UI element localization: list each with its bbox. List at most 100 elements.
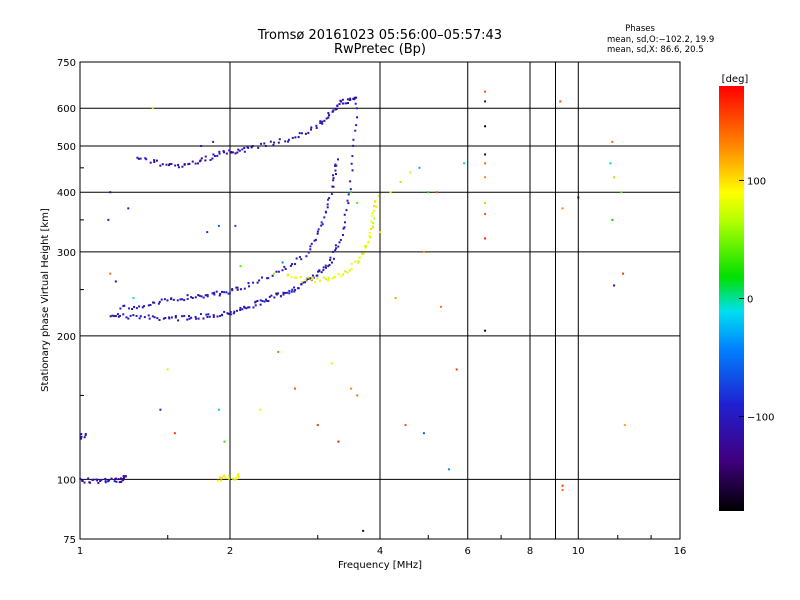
echo-point [113,480,116,483]
echo-point [273,141,276,144]
echo-point [340,275,343,278]
echo-point [124,475,127,478]
echo-point [155,159,158,162]
echo-point [345,102,348,105]
echo-point [289,264,292,267]
echo-point [345,209,348,212]
echo-point [87,477,90,480]
echo-point [209,159,212,162]
echo-point [135,307,138,310]
echo-point [320,271,323,274]
x-tick-label: 1 [77,546,83,557]
echo-point [297,287,300,290]
echo-point [114,280,117,283]
echo-point [206,293,209,296]
echo-point [275,292,278,295]
echo-point [375,205,378,208]
echo-point [561,489,564,492]
echo-point [484,100,487,103]
echo-point [620,191,623,194]
echo-point [334,173,337,176]
echo-point [309,128,312,131]
echo-point [191,296,194,299]
echo-point [315,124,318,127]
echo-point [254,304,257,307]
echo-point [313,239,316,242]
echo-point [80,435,83,438]
echo-point [204,294,207,297]
echo-point [248,306,251,309]
echo-point [228,291,231,294]
echo-point [427,191,430,194]
echo-point [145,158,148,161]
echo-point [463,162,466,165]
echo-point [334,169,337,172]
echo-point [159,408,162,411]
echo-point [288,292,291,295]
echo-point [237,475,240,478]
echo-point [151,107,154,110]
echo-point [332,174,335,177]
echo-point [350,387,353,390]
echo-point [181,298,184,301]
plot-area: 1 2 4 6 8 10 16 75 100 200 300 400 500 600 750 [57,58,686,557]
echo-point [129,314,132,317]
echo-point [136,156,139,159]
echo-point [213,291,216,294]
echo-point [322,269,325,272]
echo-point [223,310,226,313]
grid [80,62,680,539]
echo-point [132,314,135,317]
echo-point [484,329,487,332]
echo-point [266,300,269,303]
echo-point [335,107,338,110]
echo-point [143,305,146,308]
echo-point [159,164,162,167]
echo-point [227,292,230,295]
echo-point [373,204,376,207]
echo-point [235,286,238,289]
echo-point [356,116,359,119]
echo-point [104,477,107,480]
echo-point [177,319,180,322]
echo-point [217,408,220,411]
echo-point [350,162,353,165]
echo-point [139,157,142,160]
echo-point [186,294,189,297]
echo-point [264,144,267,147]
echo-point [187,163,190,166]
echo-point [230,313,233,316]
echo-point [168,317,171,320]
axis-ticks: 1 2 4 6 8 10 16 75 100 200 300 400 500 600 750 [57,58,686,557]
chart-subtitle: RwPretec (Bp) [334,42,426,57]
echo-point [170,316,173,319]
echo-point [200,157,203,160]
echo-point [321,223,324,226]
echo-point [362,252,365,255]
echo-point [243,287,246,290]
echo-point [309,248,312,251]
echo-point [141,306,144,309]
echo-point [613,284,616,287]
y-tick-label: 750 [57,58,76,69]
echo-point [162,317,165,320]
echo-point [331,185,334,188]
echo-point [227,312,230,315]
echo-point [330,193,333,196]
echo-point [188,162,191,165]
echo-point [307,131,310,134]
echo-point [147,304,150,307]
echo-point [95,478,98,481]
echo-point [278,138,281,141]
echo-point [212,315,215,318]
echo-point [199,313,202,316]
echo-point [236,474,239,477]
echo-point [561,484,564,487]
echo-point [168,163,171,166]
echo-point [374,200,377,203]
echo-point [226,312,229,315]
echo-point [122,478,125,481]
colorbar-unit: [deg] [722,74,749,85]
echo-point [222,475,225,478]
